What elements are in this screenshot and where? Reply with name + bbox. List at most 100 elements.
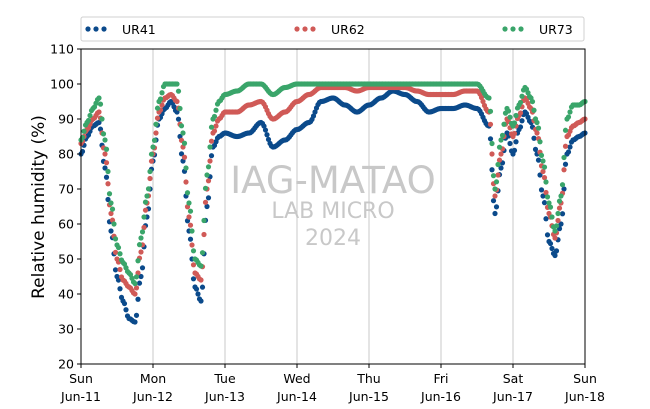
data-point: [123, 307, 129, 313]
data-point: [561, 186, 567, 192]
data-point: [499, 132, 506, 138]
data-point: [558, 193, 564, 199]
data-point: [187, 222, 194, 228]
data-point: [505, 108, 512, 114]
data-point: [207, 158, 213, 164]
data-point: [490, 198, 497, 204]
data-point: [159, 90, 165, 96]
data-point: [186, 214, 192, 220]
data-point: [199, 250, 206, 256]
data-point: [139, 265, 146, 271]
data-point: [511, 147, 518, 154]
data-point: [495, 172, 501, 178]
data-point: [543, 179, 549, 185]
data-point: [97, 101, 104, 107]
data-point: [198, 298, 204, 304]
data-point: [81, 128, 87, 134]
data-point: [541, 200, 548, 206]
data-point: [213, 107, 219, 113]
data-point: [138, 273, 144, 280]
series-ur73: [78, 81, 588, 287]
data-point: [103, 146, 110, 152]
data-point: [187, 236, 194, 242]
data-point: [108, 210, 114, 217]
data-point: [117, 266, 123, 273]
data-point: [553, 223, 560, 229]
data-point: [138, 249, 144, 255]
data-point: [201, 231, 207, 238]
y-tick-label: 110: [50, 42, 74, 57]
data-point: [133, 285, 140, 291]
data-point: [547, 204, 554, 210]
data-point: [148, 151, 155, 157]
data-point: [552, 252, 558, 259]
data-point: [198, 263, 204, 269]
data-point: [543, 216, 549, 222]
data-point: [136, 242, 143, 248]
data-point: [489, 140, 495, 147]
data-point: [511, 130, 518, 137]
data-point: [151, 137, 158, 143]
data-point: [121, 300, 128, 307]
data-point: [175, 88, 182, 94]
data-point: [541, 175, 548, 181]
data-point: [562, 161, 569, 167]
legend-marker: [93, 26, 99, 32]
data-point: [115, 244, 122, 251]
data-point: [553, 248, 560, 254]
data-point: [519, 118, 525, 124]
data-point: [178, 123, 185, 129]
watermark-line-2: LAB MICRO: [271, 199, 394, 224]
data-point: [106, 191, 113, 197]
data-point: [535, 157, 542, 163]
data-point: [199, 284, 206, 290]
data-point: [265, 136, 272, 143]
data-point: [262, 127, 269, 133]
data-point: [261, 123, 267, 129]
data-point: [493, 204, 500, 210]
data-point: [501, 121, 507, 127]
data-point: [492, 193, 498, 199]
x-tick-label-day: Sun: [69, 371, 93, 386]
data-point: [507, 140, 513, 147]
x-tick-label-date: Jun-15: [348, 389, 389, 404]
data-point: [138, 235, 144, 241]
legend-label-ur62: UR62: [331, 22, 365, 37]
data-point: [109, 206, 116, 212]
data-point: [535, 125, 542, 131]
data-point: [183, 165, 189, 171]
data-point: [549, 214, 555, 220]
y-tick-label: 70: [58, 182, 74, 197]
data-point: [102, 165, 108, 171]
data-point: [135, 258, 141, 264]
data-point: [487, 121, 494, 127]
data-point: [187, 208, 194, 214]
data-point: [195, 291, 201, 297]
data-point: [205, 195, 212, 201]
legend-marker: [310, 26, 316, 32]
x-tick-label-date: Jun-13: [204, 389, 245, 404]
data-point: [103, 174, 110, 180]
data-point: [556, 198, 563, 204]
data-point: [117, 286, 123, 292]
x-tick-label-day: Sun: [573, 371, 597, 386]
data-point: [154, 115, 161, 121]
x-tick-label-day: Wed: [283, 371, 310, 386]
data-point: [487, 108, 494, 114]
data-point: [492, 186, 498, 192]
legend-marker: [101, 26, 107, 32]
data-point: [555, 217, 561, 224]
data-point: [531, 107, 537, 113]
data-point: [489, 151, 495, 157]
y-tick-label: 80: [58, 147, 74, 162]
data-point: [507, 114, 513, 120]
data-point: [540, 158, 546, 164]
y-tick-label: 50: [58, 252, 74, 267]
legend-marker: [85, 26, 91, 32]
legend-marker: [518, 26, 524, 32]
data-point: [559, 211, 566, 217]
data-point: [519, 93, 525, 99]
data-point: [213, 123, 219, 129]
data-point: [498, 165, 504, 171]
y-tick-label: 100: [50, 77, 74, 92]
